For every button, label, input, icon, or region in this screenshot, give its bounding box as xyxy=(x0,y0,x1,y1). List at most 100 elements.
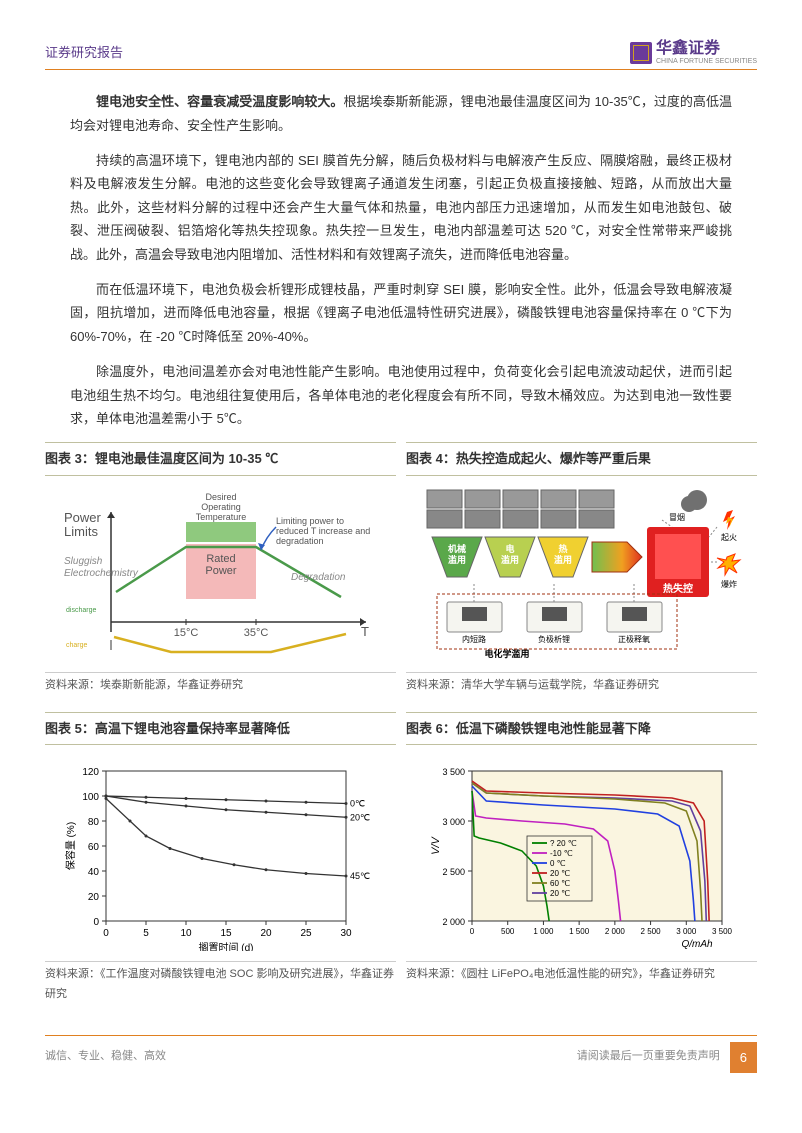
page-number: 6 xyxy=(730,1042,757,1073)
fig6-svg: 3 5003 0002 5002 00005001 0001 5002 0002… xyxy=(417,751,747,951)
p1-bold: 锂电池安全性、容量衰减受温度影响较大。 xyxy=(96,94,343,109)
svg-text:冒烟: 冒烟 xyxy=(669,513,685,522)
svg-text:电化学滥用: 电化学滥用 xyxy=(484,648,529,659)
paragraph-2: 持续的高温环境下，锂电池内部的 SEI 膜首先分解，随后负极材料与电解液产生反应… xyxy=(70,149,732,266)
svg-text:保容量 (%): 保容量 (%) xyxy=(64,822,77,870)
svg-text:3 000: 3 000 xyxy=(442,817,465,827)
svg-text:0 ℃: 0 ℃ xyxy=(550,859,566,868)
svg-text:正极释氧: 正极释氧 xyxy=(618,634,650,644)
fig4-chart: 机械滥用电滥用热滥用热失控冒烟起火爆炸内短路负极析锂正极释氧电化学滥用 xyxy=(406,476,757,668)
svg-text:Sluggish: Sluggish xyxy=(64,556,103,567)
fig3-source: 资料来源：埃泰斯新能源，华鑫证券研究 xyxy=(45,672,396,696)
report-header: 证券研究报告 华鑫证券 CHINA FORTUNE SECURITIES xyxy=(45,40,757,70)
figure-4: 图表 4：热失控造成起火、爆炸等严重后果 机械滥用电滥用热滥用热失控冒烟起火爆炸… xyxy=(406,442,757,695)
svg-text:爆炸: 爆炸 xyxy=(721,579,737,589)
svg-text:Q/mAh: Q/mAh xyxy=(681,939,713,950)
svg-text:500: 500 xyxy=(501,927,515,936)
logo-icon xyxy=(630,42,652,64)
svg-text:120: 120 xyxy=(82,767,99,778)
svg-text:0: 0 xyxy=(103,928,109,939)
svg-text:3 000: 3 000 xyxy=(676,927,697,936)
brand-logo: 华鑫证券 CHINA FORTUNE SECURITIES xyxy=(630,40,757,65)
svg-text:15°C: 15°C xyxy=(173,627,198,639)
svg-text:Power: Power xyxy=(205,565,237,577)
svg-text:机械: 机械 xyxy=(447,543,465,554)
fig6-source: 资料来源：《圆柱 LiFePO₄电池低温性能的研究》，华鑫证券研究 xyxy=(406,961,757,985)
logo-subtext: CHINA FORTUNE SECURITIES xyxy=(656,58,757,66)
svg-text:Desired: Desired xyxy=(205,492,236,502)
svg-text:滥用: 滥用 xyxy=(500,554,518,565)
svg-text:热失控: 热失控 xyxy=(663,582,693,595)
svg-text:搁置时间 (d): 搁置时间 (d) xyxy=(198,941,253,951)
svg-text:内短路: 内短路 xyxy=(462,634,486,644)
svg-text:滥用: 滥用 xyxy=(447,554,465,565)
svg-text:40: 40 xyxy=(87,867,99,878)
fig5-chart: 0 20 40 60 80 100 120 0 5 10 15 20 25 30 0℃ 20℃ 45℃ 保容量 (… xyxy=(45,745,396,957)
paragraph-3: 而在低温环境下，电池负极会析锂形成锂枝晶，严重时刺穿 SEI 膜，影响安全性。此… xyxy=(70,278,732,348)
svg-text:30: 30 xyxy=(340,928,352,939)
svg-text:reduced T increase and: reduced T increase and xyxy=(276,526,370,536)
svg-text:35°C: 35°C xyxy=(243,627,268,639)
fig5-source: 资料来源：《工作温度对磷酸铁锂电池 SOC 影响及研究进展》，华鑫证券研究 xyxy=(45,961,396,1005)
svg-text:Limits: Limits xyxy=(64,524,98,539)
svg-text:Rated: Rated xyxy=(206,553,235,565)
svg-text:45℃: 45℃ xyxy=(350,871,370,881)
svg-text:V/V: V/V xyxy=(430,835,442,854)
svg-text:2 000: 2 000 xyxy=(604,927,625,936)
svg-text:2 000: 2 000 xyxy=(442,917,465,927)
figure-row-1: 图表 3：锂电池最佳温度区间为 10-35 ℃ 15°C35°CTPowerLi… xyxy=(45,442,757,695)
svg-text:15: 15 xyxy=(220,928,232,939)
header-title: 证券研究报告 xyxy=(45,41,123,64)
svg-text:degradation: degradation xyxy=(276,536,324,546)
svg-text:Temperature: Temperature xyxy=(195,512,246,522)
svg-text:? 20 ℃: ? 20 ℃ xyxy=(550,839,577,848)
svg-text:100: 100 xyxy=(82,792,99,803)
fig3-chart: 15°C35°CTPowerLimitsDesiredOperatingTemp… xyxy=(45,476,396,668)
svg-text:2 500: 2 500 xyxy=(640,927,661,936)
fig6-chart: 3 5003 0002 5002 00005001 0001 5002 0002… xyxy=(406,745,757,957)
figure-6: 图表 6：低温下磷酸铁锂电池性能显著下降 3 5003 0002 5002 00… xyxy=(406,712,757,1005)
svg-text:60 ℃: 60 ℃ xyxy=(550,879,570,888)
svg-text:滥用: 滥用 xyxy=(553,554,571,565)
svg-text:Limiting power to: Limiting power to xyxy=(276,516,344,526)
svg-text:10: 10 xyxy=(180,928,192,939)
figure-row-2: 图表 5：高温下锂电池容量保持率显著降低 0204060801001200510… xyxy=(45,712,757,1005)
svg-text:0: 0 xyxy=(93,917,99,928)
svg-text:热: 热 xyxy=(558,543,567,554)
footer-disclaimer: 请阅读最后一页重要免责声明 xyxy=(577,1047,720,1067)
svg-text:Electrochemistry: Electrochemistry xyxy=(64,568,139,579)
svg-text:20: 20 xyxy=(87,892,99,903)
svg-text:discharge: discharge xyxy=(66,607,96,614)
svg-text:电: 电 xyxy=(505,543,514,554)
fig5-svg: 0 20 40 60 80 100 120 0 5 10 15 20 25 30 0℃ 20℃ 45℃ 保容量 (… xyxy=(56,751,386,951)
svg-text:80: 80 xyxy=(87,817,99,828)
svg-text:Degradation: Degradation xyxy=(291,572,346,583)
logo-text: 华鑫证券 xyxy=(656,40,757,58)
svg-text:0℃: 0℃ xyxy=(350,798,365,808)
fig3-svg: 15°C35°CTPowerLimitsDesiredOperatingTemp… xyxy=(56,482,386,662)
paragraph-4: 除温度外，电池间温差亦会对电池性能产生影响。电池使用过程中，负荷变化会引起电流波… xyxy=(70,360,732,430)
svg-text:20: 20 xyxy=(260,928,272,939)
svg-text:1 000: 1 000 xyxy=(533,927,554,936)
svg-text:20℃: 20℃ xyxy=(350,812,370,822)
svg-text:1 500: 1 500 xyxy=(569,927,590,936)
svg-text:20 ℃: 20 ℃ xyxy=(550,889,570,898)
svg-text:0: 0 xyxy=(469,927,474,936)
fig4-source: 资料来源：清华大学车辆与运载学院，华鑫证券研究 xyxy=(406,672,757,696)
fig3-title: 图表 3：锂电池最佳温度区间为 10-35 ℃ xyxy=(45,442,396,475)
svg-text:charge: charge xyxy=(66,642,88,649)
svg-text:25: 25 xyxy=(300,928,312,939)
svg-text:-10 ℃: -10 ℃ xyxy=(550,849,573,858)
svg-text:60: 60 xyxy=(87,842,99,853)
fig5-title: 图表 5：高温下锂电池容量保持率显著降低 xyxy=(45,712,396,745)
page-footer: 诚信、专业、稳健、高效 请阅读最后一页重要免责声明 6 xyxy=(45,1035,757,1073)
footer-motto: 诚信、专业、稳健、高效 xyxy=(45,1047,166,1067)
fig4-title: 图表 4：热失控造成起火、爆炸等严重后果 xyxy=(406,442,757,475)
svg-text:20 ℃: 20 ℃ xyxy=(550,869,570,878)
svg-text:Operating: Operating xyxy=(201,502,241,512)
svg-text:Power: Power xyxy=(64,510,102,525)
svg-text:起火: 起火 xyxy=(721,533,737,542)
fig4-svg: 机械滥用电滥用热滥用热失控冒烟起火爆炸内短路负极析锂正极释氧电化学滥用 xyxy=(417,482,747,662)
paragraph-1: 锂电池安全性、容量衰减受温度影响较大。根据埃泰斯新能源，锂电池最佳温度区间为 1… xyxy=(70,90,732,137)
svg-text:5: 5 xyxy=(143,928,149,939)
